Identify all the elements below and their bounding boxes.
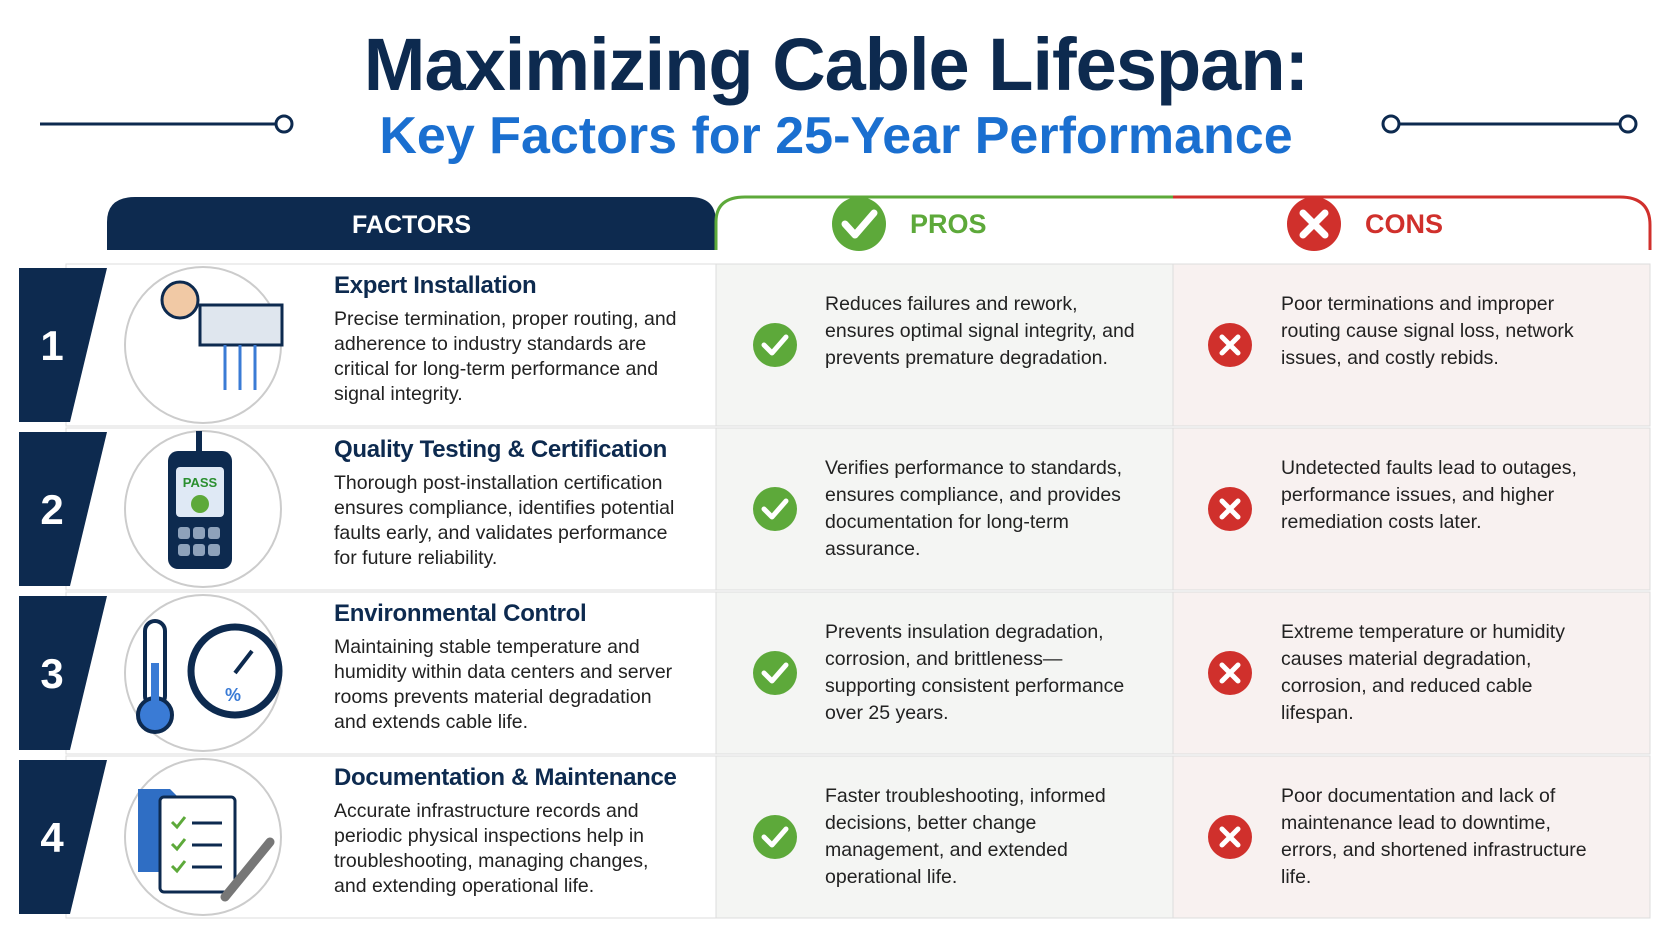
pros-icon — [753, 651, 797, 695]
icon-screen — [176, 467, 224, 517]
row-number: 3 — [40, 650, 63, 697]
pros-text: Verifies performance to standards, ensur… — [825, 457, 1122, 560]
pros-icon — [753, 487, 797, 531]
icon-head — [160, 280, 200, 320]
factor-title: Quality Testing & Certification — [334, 436, 667, 463]
icon-key — [193, 544, 205, 556]
icon-tick — [170, 860, 187, 874]
cross — [1299, 209, 1329, 239]
column-header: PROS — [910, 209, 987, 239]
factor-title: Documentation & Maintenance — [334, 764, 677, 791]
pros-icon — [753, 323, 797, 367]
check — [761, 334, 789, 356]
check — [761, 826, 789, 848]
pros-header-border — [714, 195, 1173, 250]
check — [761, 662, 789, 684]
icon-key — [193, 527, 205, 539]
pros-text: Faster troubleshooting, informed decisio… — [825, 785, 1106, 888]
number-tab — [19, 268, 107, 422]
icon-key — [208, 544, 220, 556]
cross — [1219, 334, 1241, 356]
pros-icon — [753, 815, 797, 859]
cross — [1219, 826, 1241, 848]
factor-description: Maintaining stable temperature and humid… — [334, 636, 673, 733]
icon-tick — [170, 838, 187, 852]
title: Maximizing Cable Lifespan: — [363, 23, 1309, 106]
factor-title: Expert Installation — [334, 272, 537, 299]
icon-key — [178, 527, 190, 539]
cons-text: Poor terminations and improper routing c… — [1281, 293, 1574, 369]
check — [761, 498, 789, 520]
icon-panel — [198, 303, 284, 347]
number-tab — [19, 432, 107, 586]
pros-text: Reduces failures and rework, ensures opt… — [825, 293, 1135, 369]
factor-description: Thorough post-installation certification… — [334, 472, 675, 569]
factor-description: Precise termination, proper routing, and… — [334, 308, 677, 405]
cons-cell — [1172, 755, 1651, 919]
number-tab — [19, 596, 107, 750]
factor-title: Environmental Control — [334, 600, 587, 627]
icon-key — [208, 527, 220, 539]
row-number: 2 — [40, 486, 63, 533]
cons-text: Extreme temperature or humidity causes m… — [1281, 621, 1565, 724]
cross — [1219, 498, 1241, 520]
icon-label: % — [225, 685, 241, 705]
column-header: CONS — [1365, 209, 1444, 239]
subtitle: Key Factors for 25-Year Performance — [379, 107, 1293, 165]
cons-header-border — [1173, 195, 1652, 250]
cons-text: Poor documentation and lack of maintenan… — [1281, 785, 1587, 888]
column-header: FACTORS — [352, 211, 471, 239]
icon-mercury — [151, 663, 159, 713]
icon-wrench — [220, 837, 275, 902]
cons-text: Undetected faults lead to outages, perfo… — [1281, 457, 1577, 533]
row-number: 1 — [40, 322, 63, 369]
icon-key — [178, 544, 190, 556]
factor-description: Accurate infrastructure records and peri… — [334, 800, 649, 897]
cross — [1219, 662, 1241, 684]
number-tab — [19, 760, 107, 914]
icon-check — [191, 495, 209, 513]
factors-header-bg — [107, 197, 716, 250]
cons-cell — [1172, 591, 1651, 755]
deco-dot — [1618, 114, 1638, 134]
deco-dot — [274, 114, 294, 134]
icon-label: PASS — [183, 475, 218, 490]
pros-header-icon — [832, 197, 886, 251]
pros-text: Prevents insulation degradation, corrosi… — [825, 621, 1125, 724]
row-number: 4 — [40, 814, 64, 861]
icon-tick — [170, 816, 187, 830]
cons-cell — [1172, 427, 1651, 591]
cons-cell — [1172, 263, 1651, 427]
check — [841, 209, 878, 239]
icon-needle — [233, 649, 254, 675]
